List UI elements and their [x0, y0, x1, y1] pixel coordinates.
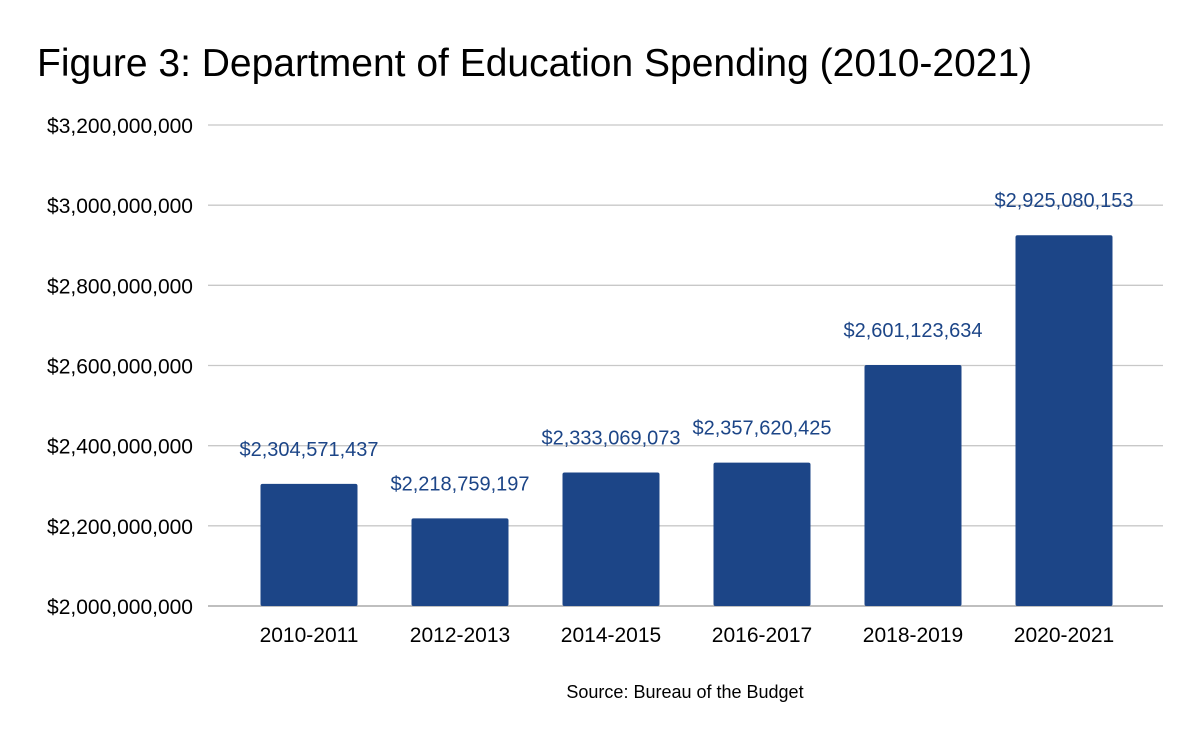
x-axis-tick-labels: 2010-2011 2012-2013 2014-2015 2016-2017 2018…	[260, 624, 1115, 647]
data-label: $2,333,069,073	[541, 427, 680, 449]
data-label: $2,601,123,634	[843, 320, 982, 342]
chart-title: Figure 3: Department of Education Spendi…	[37, 42, 1032, 85]
x-tick-label: 2018-2019	[863, 624, 963, 647]
x-axis-label: Source: Bureau of the Budget	[566, 682, 803, 702]
bar-2012-2013	[411, 518, 509, 606]
x-tick-label: 2012-2013	[410, 624, 510, 647]
y-tick-label: $2,200,000,000	[47, 516, 193, 539]
data-label: $2,357,620,425	[692, 418, 831, 440]
x-tick-label: 2010-2011	[260, 624, 359, 647]
bar-2020-2021	[1015, 235, 1113, 607]
y-tick-label: $2,800,000,000	[47, 275, 193, 298]
data-labels: $2,304,571,437 $2,218,759,197 $2,333,069,0…	[239, 190, 1133, 495]
data-label: $2,218,759,197	[390, 473, 529, 495]
bar-2014-2015	[562, 472, 660, 606]
x-tick-label: 2016-2017	[712, 624, 812, 647]
data-label: $2,925,080,153	[994, 190, 1133, 212]
gridlines	[208, 124, 1163, 607]
y-tick-label: $2,400,000,000	[47, 436, 193, 459]
y-tick-label: $2,000,000,000	[47, 596, 193, 619]
x-tick-label: 2014-2015	[561, 624, 661, 647]
bar-2016-2017	[713, 462, 811, 606]
bars	[260, 235, 1113, 607]
bar-2010-2011	[260, 483, 358, 606]
bar-2018-2019	[864, 365, 962, 606]
y-tick-label: $3,000,000,000	[47, 195, 193, 218]
y-tick-label: $3,200,000,000	[47, 115, 193, 138]
data-label: $2,304,571,437	[239, 439, 378, 461]
x-tick-label: 2020-2021	[1014, 624, 1114, 647]
y-axis-tick-labels: $2,000,000,000 $2,200,000,000 $2,400,000,0…	[47, 115, 193, 619]
y-tick-label: $2,600,000,000	[47, 356, 193, 379]
